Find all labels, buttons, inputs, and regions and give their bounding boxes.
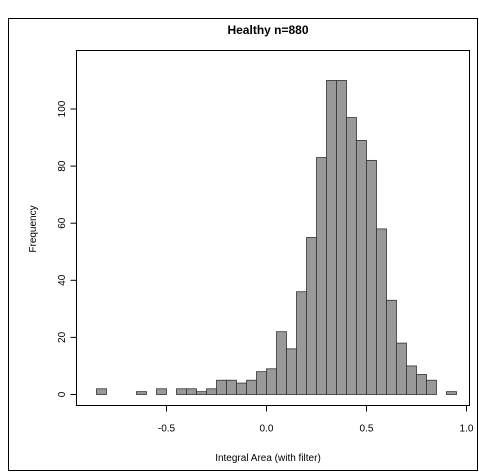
histogram-bar (326, 80, 337, 395)
y-tick-label: 20 (57, 331, 68, 343)
histogram-bar (306, 237, 317, 395)
histogram-bar (206, 388, 217, 395)
histogram-bar (236, 382, 247, 395)
histogram-bar (346, 117, 357, 395)
histogram-bar (366, 159, 377, 395)
histogram-bar (276, 331, 287, 395)
x-tick-label: -0.5 (158, 424, 176, 435)
x-tick-label: 1.0 (460, 424, 474, 435)
x-tick-label: 0.0 (260, 424, 274, 435)
plot-frame (76, 50, 470, 406)
x-axis-label: Integral Area (with filter) (215, 453, 321, 464)
bars-group (96, 80, 457, 395)
histogram-bar (196, 391, 207, 395)
figure-frame (8, 18, 478, 471)
histogram-bar (156, 388, 167, 395)
histogram-bar (186, 388, 197, 395)
histogram-bar (356, 140, 367, 395)
histogram-bar (396, 342, 407, 395)
histogram-bar (136, 391, 147, 395)
histogram-bar (96, 388, 107, 395)
histogram-bar (226, 379, 237, 395)
histogram-bar (406, 365, 417, 395)
y-axis-label: Frequency (28, 205, 39, 252)
y-tick-label: 40 (57, 274, 68, 286)
histogram-bar (266, 368, 277, 395)
histogram-bar (336, 80, 347, 395)
histogram-bar (286, 348, 297, 395)
histogram-bar (376, 228, 387, 395)
histogram-bar (446, 391, 457, 395)
histogram-bar (386, 299, 397, 395)
x-tick-label: 0.5 (360, 424, 374, 435)
x-axis: -0.5 0.0 0.5 1.0 (158, 405, 474, 435)
y-axis: 0 20 40 60 80 100 (57, 100, 77, 397)
y-tick-label: 0 (57, 391, 68, 397)
histogram-bar (416, 374, 427, 395)
histogram-bar (216, 379, 227, 395)
histogram-bar (176, 388, 187, 395)
histogram-bar (296, 291, 307, 395)
histogram-bar (426, 379, 437, 395)
histogram-bar (316, 157, 327, 395)
y-tick-label: 60 (57, 217, 68, 229)
chart-title: Healthy n=880 (227, 23, 308, 37)
y-tick-label: 80 (57, 160, 68, 172)
y-tick-label: 100 (57, 100, 68, 117)
histogram-bar (256, 371, 267, 395)
histogram-bar (246, 379, 257, 395)
